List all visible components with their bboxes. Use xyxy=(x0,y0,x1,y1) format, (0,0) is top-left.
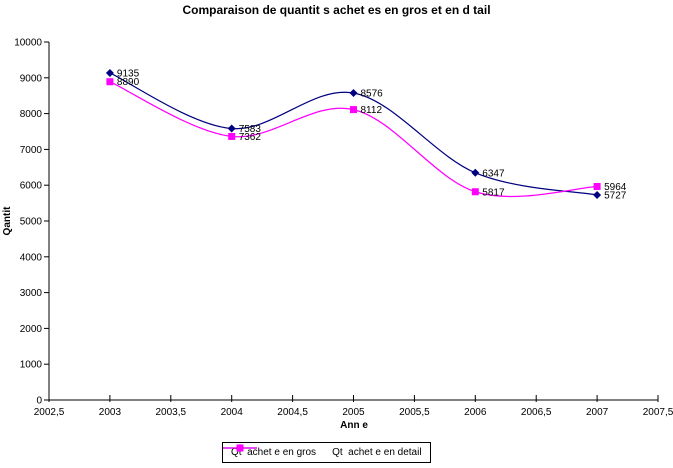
data-point-label: 6347 xyxy=(482,168,505,179)
square-marker-icon xyxy=(223,444,257,452)
x-tick-label: 2003,5 xyxy=(156,407,187,418)
data-point-marker xyxy=(593,182,601,190)
series-lines: 9135 7583 8576 6347 5727 8890 7362 8112 5817 5964 xyxy=(105,68,627,201)
data-point-marker xyxy=(593,190,602,199)
y-tick-label: 7000 xyxy=(20,145,43,156)
data-point-marker xyxy=(227,124,236,133)
data-point-marker xyxy=(350,106,357,114)
data-point-label: 7362 xyxy=(239,132,262,143)
axes: 0 1000 2000 3000 4000 5000 6000 7000 8000 9000 100… xyxy=(14,38,673,419)
x-tick-label: 2004 xyxy=(221,407,244,418)
data-point-marker xyxy=(349,88,358,97)
data-point-label: 8576 xyxy=(361,88,384,99)
legend-label: Qt achet e en gros xyxy=(231,447,317,458)
x-tick-label: 2004,5 xyxy=(277,407,308,418)
data-point-marker xyxy=(471,188,479,196)
x-tick-label: 2006 xyxy=(464,407,487,418)
legend-marker-shape xyxy=(236,444,244,452)
legend: Qt achet e en gros Qt achet e en detail xyxy=(222,442,431,463)
legend-item: Qt achet e en detail xyxy=(223,444,422,458)
y-axis-title: Qantit xyxy=(2,206,13,236)
data-point-marker xyxy=(471,168,480,177)
x-tick-label: 2007 xyxy=(586,407,609,418)
x-tick-label: 2003 xyxy=(99,407,122,418)
data-point-label: 8890 xyxy=(117,77,140,88)
series-line xyxy=(109,81,598,198)
y-tick-label: 1000 xyxy=(20,360,43,371)
y-tick-label: 2000 xyxy=(20,324,43,335)
data-point-label: 5727 xyxy=(604,190,627,201)
x-tick-label: 2007,5 xyxy=(643,407,673,418)
legend-label: Qt achet e en detail xyxy=(332,447,422,458)
y-tick-label: 0 xyxy=(36,396,42,407)
data-point-label: 5817 xyxy=(482,187,505,198)
y-tick-label: 4000 xyxy=(20,252,43,263)
y-tick-label: 8000 xyxy=(20,109,43,120)
y-tick-label: 3000 xyxy=(20,288,43,299)
x-tick-label: 2005,5 xyxy=(399,407,430,418)
data-point-label: 9135 xyxy=(117,68,140,79)
y-tick-label: 9000 xyxy=(20,73,43,84)
data-point-marker xyxy=(105,68,114,77)
data-point-label: 5964 xyxy=(604,182,627,193)
x-axis-title: Ann e xyxy=(340,420,368,431)
x-tick-label: 2006,5 xyxy=(521,407,552,418)
data-point-label: 8112 xyxy=(361,105,383,116)
data-point-marker xyxy=(228,132,236,140)
data-point-marker xyxy=(106,78,114,86)
x-tick-label: 2002,5 xyxy=(34,407,65,418)
y-tick-label: 10000 xyxy=(14,38,42,49)
y-tick-label: 6000 xyxy=(20,181,43,192)
x-tick-label: 2005 xyxy=(342,407,365,418)
chart-title: Comparaison de quantit s achet es en gro… xyxy=(182,3,491,17)
data-point-label: 7583 xyxy=(239,124,262,135)
y-tick-label: 5000 xyxy=(20,217,43,228)
